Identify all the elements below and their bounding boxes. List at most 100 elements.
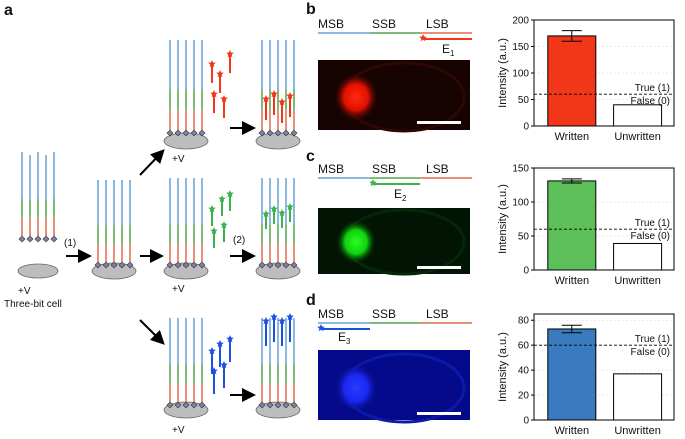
ssb-label-c: SSB (372, 162, 396, 176)
bar-unwritten (613, 104, 663, 127)
anchor-diamond (166, 401, 174, 409)
anchor-diamond (274, 129, 282, 137)
fluorophore-star (270, 313, 278, 321)
anchor-diamond (94, 261, 102, 269)
threshold-false-label: False (0) (631, 96, 670, 107)
y-axis-title: Intensity (a.u.) (497, 332, 509, 402)
anchor-diamond (166, 129, 174, 137)
scale-bar (417, 266, 461, 269)
anchor-diamond (126, 261, 134, 269)
fluorophore-star (270, 205, 278, 213)
fluorophore-star (262, 210, 270, 218)
fluorophore-star (220, 221, 228, 229)
x-category-label: Written (554, 425, 589, 437)
fluorophore-star (262, 95, 270, 103)
step-2-label: (2) (233, 235, 245, 246)
fluorophore-star (216, 70, 224, 78)
anchor-diamond (266, 129, 274, 137)
fluorophore-star (226, 335, 234, 343)
bar-written (547, 328, 597, 421)
fluorophore-star (270, 90, 278, 98)
scale-bar (417, 121, 461, 124)
y-tick-label: 0 (523, 416, 529, 427)
plot-frame (533, 167, 675, 271)
anchor-diamond (190, 129, 198, 137)
ssb-label-b: SSB (372, 17, 396, 31)
y-tick-label: 50 (518, 232, 530, 243)
anchor-diamond (182, 129, 190, 137)
anchor-diamond (110, 261, 118, 269)
anchor-diamond (258, 261, 266, 269)
y-tick-label: 50 (518, 95, 530, 106)
fluorophore-star (226, 50, 234, 58)
msb-label-c: MSB (318, 162, 344, 176)
threshold-true-label: True (1) (635, 334, 670, 345)
micrograph-green (318, 208, 470, 276)
fluorophore-star (226, 190, 234, 198)
anchor-diamond (266, 401, 274, 409)
fluorophore-star (278, 98, 286, 106)
y-tick-label: 40 (518, 366, 530, 377)
fluorophore-star (262, 317, 270, 325)
fluorophore-star (210, 367, 218, 375)
fluorophore-star (208, 205, 216, 213)
y-tick-label: 0 (523, 122, 529, 133)
fluorophore-star (218, 195, 226, 203)
y-tick-label: 80 (518, 316, 530, 327)
x-category-label: Unwritten (614, 275, 660, 287)
panel-letter-c: c (306, 148, 315, 165)
anchor-diamond (118, 261, 126, 269)
anchor-diamond (166, 261, 174, 269)
anchor-diamond (274, 401, 282, 409)
schematic-panel (17, 40, 301, 419)
y-tick-label: 60 (518, 341, 530, 352)
anchor-diamond (282, 129, 290, 137)
process-arrow (139, 149, 165, 176)
anchor-diamond (258, 401, 266, 409)
anchor-diamond (282, 261, 290, 269)
threshold-true-label: True (1) (635, 218, 670, 229)
msb-label-b: MSB (318, 17, 344, 31)
voltage-label-middle: +V (172, 284, 185, 295)
anchor-diamond (266, 261, 274, 269)
fluorophore-star (286, 203, 294, 211)
y-axis-title: Intensity (a.u.) (497, 184, 509, 254)
threshold-false-label: False (0) (631, 231, 670, 242)
anchor-diamond (50, 235, 58, 243)
x-category-label: Unwritten (614, 425, 660, 437)
msb-label-d: MSB (318, 307, 344, 321)
fluorophore-star (278, 317, 286, 325)
plot-frame (533, 313, 675, 421)
y-tick-label: 100 (512, 198, 529, 209)
y-tick-label: 20 (518, 391, 530, 402)
y-tick-label: 150 (512, 42, 529, 53)
fluorophore-star (278, 209, 286, 217)
anchor-diamond (18, 235, 26, 243)
fluorophore-star (286, 92, 294, 100)
voltage-label-bottom: +V (172, 425, 185, 436)
anchor-diamond (34, 235, 42, 243)
panel-letter-d: d (306, 292, 316, 309)
strand-diagrams (317, 32, 472, 332)
anchor-diamond (182, 261, 190, 269)
bar-written (547, 35, 597, 127)
voltage-label-top: +V (172, 154, 185, 165)
scale-bar (417, 412, 461, 415)
y-axis-title: Intensity (a.u.) (497, 38, 509, 108)
panel-letter-b: b (306, 1, 316, 18)
probe-label-e1: E1 (442, 42, 455, 58)
fluorophore-star (419, 34, 427, 42)
anchor-diamond (290, 129, 298, 137)
x-category-label: Written (554, 131, 589, 143)
threshold-true-label: True (1) (635, 83, 670, 94)
anchor-diamond (290, 261, 298, 269)
electrode-plate (17, 263, 59, 279)
anchor-diamond (190, 401, 198, 409)
fluorophore-star (208, 60, 216, 68)
micrograph-red (318, 60, 470, 133)
fluorophore-star (286, 313, 294, 321)
bar-chart-d: 0 20 40 60 80 Intensity (a.u.) Written Unwritte… (497, 313, 675, 437)
